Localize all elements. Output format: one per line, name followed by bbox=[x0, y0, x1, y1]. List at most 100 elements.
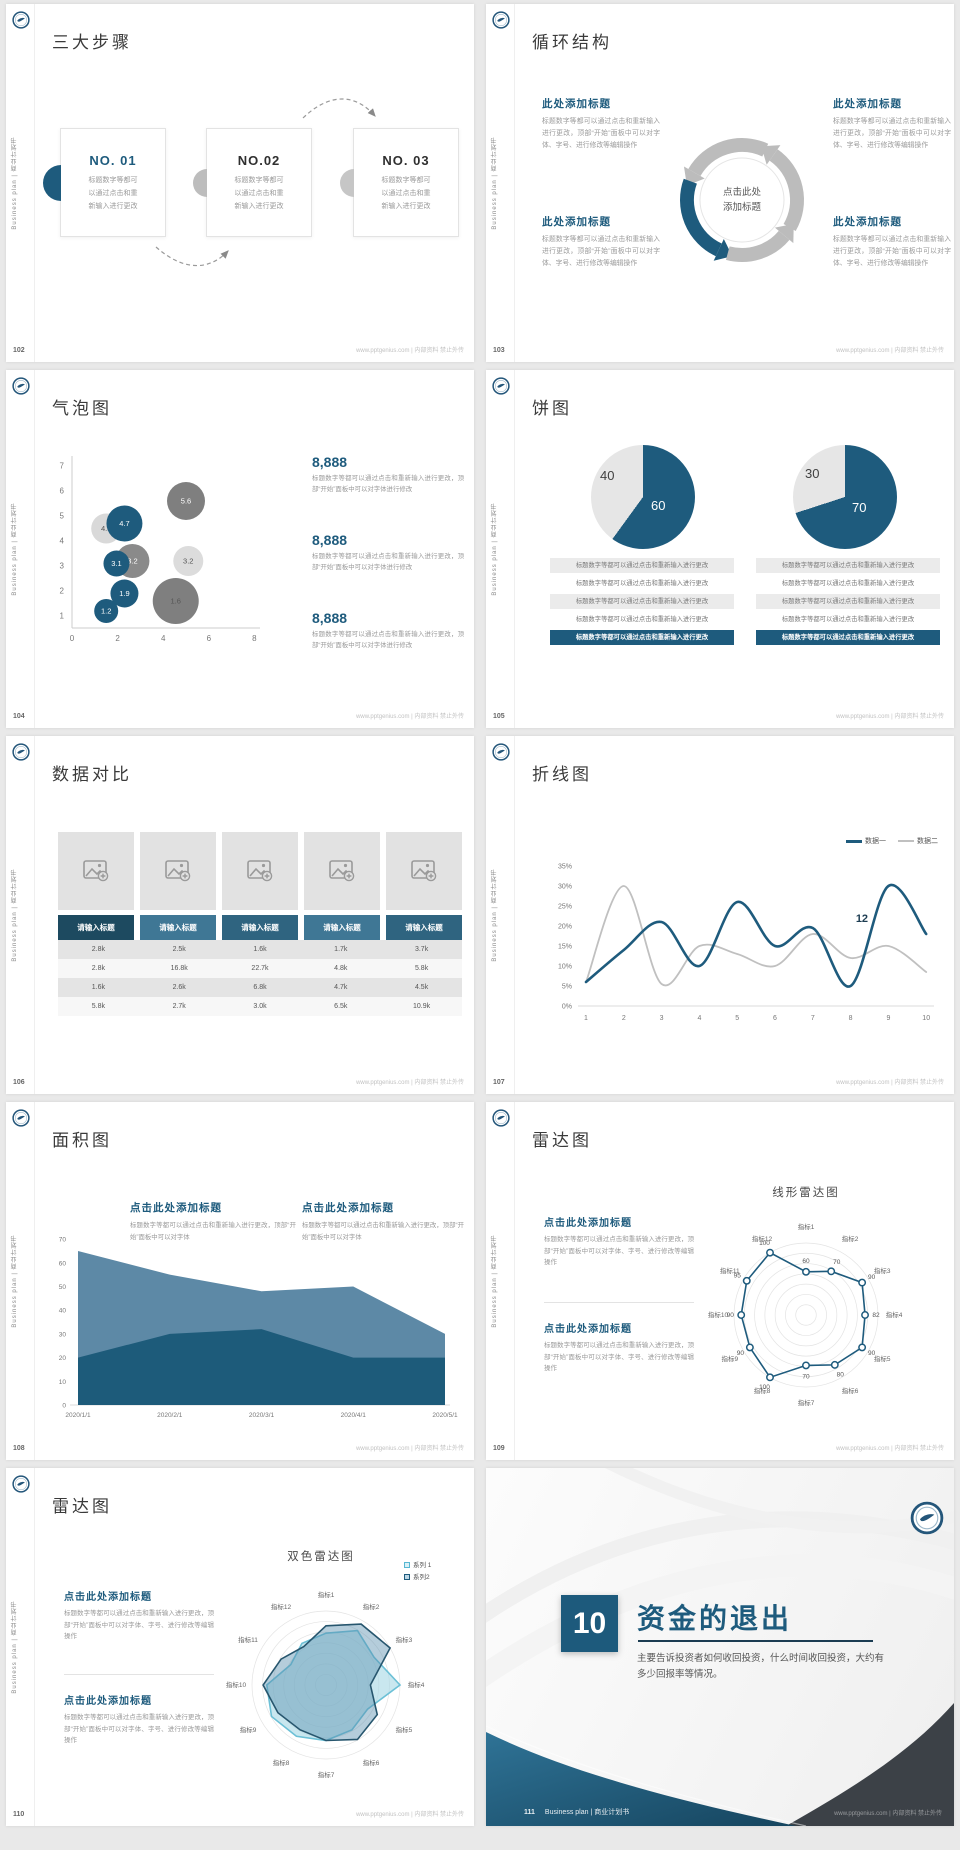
table-cell: 2.7k bbox=[172, 1003, 186, 1010]
slide-title: 循环结构 bbox=[532, 33, 612, 52]
logo-icon bbox=[12, 743, 30, 761]
svg-text:4.5: 4.5 bbox=[101, 524, 111, 533]
svg-text:指标6: 指标6 bbox=[363, 1758, 380, 1767]
block-heading: 此处添加标题 bbox=[542, 216, 611, 228]
table-row: 5.8k 2.7k 3.0k 6.5k 10.9k bbox=[58, 997, 462, 1016]
table-cell: 6.5k bbox=[334, 1003, 348, 1010]
pie-chart-right bbox=[793, 445, 897, 549]
image-placeholder[interactable] bbox=[304, 832, 380, 910]
footer-url: www.pptgenius.com | 内部资料 禁止外传 bbox=[356, 1446, 464, 1452]
slide-109[interactable]: Business plan | 商业计划书 雷达图 线形雷达图 点击此处添加标题… bbox=[486, 1102, 954, 1460]
step-card-2[interactable]: NO.02 标题数字等都可 以通过点击和重 新输入进行更改 bbox=[193, 128, 312, 237]
block-body: 标题数字等都可以通过点击和重新输入进行更改，顶部“开始”面板中可以对字体、字号、… bbox=[542, 118, 660, 150]
slide-105[interactable]: Business plan | 商业计划书 饼图 40 60 30 70 标题数… bbox=[486, 370, 954, 728]
slide-title: 气泡图 bbox=[52, 399, 112, 418]
footer-url: www.pptgenius.com | 内部资料 禁止外传 bbox=[836, 1080, 944, 1086]
svg-text:20%: 20% bbox=[558, 924, 572, 931]
block-heading: 点击此处添加标题 bbox=[64, 1696, 152, 1707]
image-placeholder[interactable] bbox=[222, 832, 298, 910]
svg-text:指标12: 指标12 bbox=[271, 1602, 292, 1611]
slide-title: 面积图 bbox=[52, 1131, 112, 1150]
cycle-center-line: 添加标题 bbox=[722, 201, 761, 213]
pie-row: 标题数字等都可以通过点击和重新输入进行更改 bbox=[550, 594, 734, 609]
half-circle-icon bbox=[340, 168, 354, 197]
page-number: 109 bbox=[493, 1445, 505, 1452]
slide-104[interactable]: Business plan | 商业计划书 气泡图 1 2 3 4 5 6 7 0 2 4 6 8 4.… bbox=[6, 370, 474, 728]
svg-text:1: 1 bbox=[584, 1015, 588, 1022]
step-arrows-icon bbox=[155, 98, 376, 267]
image-placeholder[interactable] bbox=[58, 832, 134, 910]
slide-footer: 111 Business plan | 商业计划书 bbox=[524, 1807, 629, 1817]
svg-text:7: 7 bbox=[811, 1015, 815, 1022]
slide-title: 折线图 bbox=[532, 765, 592, 784]
svg-text:9: 9 bbox=[886, 1015, 890, 1022]
svg-text:3: 3 bbox=[660, 1015, 664, 1022]
stat-block-1: 8,888 标题数字等都可以通过点击和重新输入进行更改，顶部“开始”面板中可以对… bbox=[312, 454, 464, 496]
svg-text:2020/3/1: 2020/3/1 bbox=[249, 1412, 275, 1419]
sidebar-vertical-label: Business plan | 商业计划书 bbox=[12, 1600, 18, 1694]
section-body: 主要告诉投资者如何收回投资，什么时间收回投资，大约有多少回报率等情况。 bbox=[637, 1653, 885, 1681]
radar-block-2: 点击此处添加标题 标题数字等都可以通过点击和重新输入进行更改，顶部“开始”面板中… bbox=[544, 1320, 694, 1375]
table-cell: 16.8k bbox=[170, 965, 188, 972]
add-image-icon bbox=[83, 860, 109, 882]
svg-text:10: 10 bbox=[59, 1379, 67, 1386]
slide-108[interactable]: Business plan | 商业计划书 面积图 点击此处添加标题 标题数字等… bbox=[6, 1102, 474, 1460]
svg-text:6: 6 bbox=[773, 1015, 777, 1022]
svg-text:5: 5 bbox=[735, 1015, 739, 1022]
page-number: 111 bbox=[524, 1809, 535, 1816]
sidebar-divider bbox=[514, 1102, 515, 1460]
block-body: 标题数字等都可以通过点击和重新输入进行更改，顶部“开始”面板中可以对字体 bbox=[302, 1222, 464, 1241]
slide-111[interactable]: 10 资金的退出 主要告诉投资者如何收回投资，什么时间收回投资，大约有多少回报率… bbox=[486, 1468, 954, 1826]
page-number: 105 bbox=[493, 713, 505, 720]
table-cell: 4.7k bbox=[334, 984, 348, 991]
page-number: 110 bbox=[13, 1811, 25, 1818]
slide-102[interactable]: Business plan | 商业计划书 三大步骤 NO. 01 标题数字等都… bbox=[6, 4, 474, 362]
page-number: 103 bbox=[493, 347, 505, 354]
slide-106[interactable]: Business plan | 商业计划书 数据对比 请输入标题 请输入标题 请… bbox=[6, 736, 474, 1094]
svg-text:8: 8 bbox=[252, 634, 257, 643]
step-number: NO. 03 bbox=[382, 153, 430, 168]
image-placeholder[interactable] bbox=[140, 832, 216, 910]
svg-text:4: 4 bbox=[161, 634, 166, 643]
cycle-block-2: 此处添加标题 标题数字等都可以通过点击和重新输入进行更改，顶部“开始”面板中可以… bbox=[542, 214, 660, 271]
legend-label: 数据二 bbox=[917, 838, 938, 845]
series1-swatch-icon bbox=[404, 1562, 410, 1569]
svg-text:5%: 5% bbox=[562, 984, 572, 991]
section-title: 资金的退出 bbox=[637, 1603, 793, 1634]
sidebar-divider bbox=[34, 370, 35, 728]
slide-103[interactable]: Business plan | 商业计划书 循环结构 此处添加标题 标题数字等都… bbox=[486, 4, 954, 362]
legend-item: 数据二 bbox=[898, 836, 938, 846]
pie-row: 标题数字等都可以通过点击和重新输入进行更改 bbox=[756, 558, 940, 573]
stat-block-3: 8,888 标题数字等都可以通过点击和重新输入进行更改，顶部“开始”面板中可以对… bbox=[312, 610, 464, 652]
divider bbox=[544, 1302, 694, 1303]
svg-text:2020/5/1: 2020/5/1 bbox=[432, 1412, 458, 1419]
svg-text:4: 4 bbox=[697, 1015, 701, 1022]
slide-107[interactable]: Business plan | 商业计划书 折线图 数据一 数据二 0% 5% 10… bbox=[486, 736, 954, 1094]
block-heading: 此处添加标题 bbox=[833, 98, 902, 110]
table-cell: 5.8k bbox=[91, 1003, 106, 1010]
radar-block-1: 点击此处添加标题 标题数字等都可以通过点击和重新输入进行更改，顶部“开始”面板中… bbox=[544, 1214, 694, 1269]
stat-value: 8,888 bbox=[312, 454, 348, 470]
svg-text:1.9: 1.9 bbox=[119, 589, 129, 598]
sidebar-vertical-label: Business plan | 商业计划书 bbox=[492, 136, 498, 230]
svg-text:指标9: 指标9 bbox=[721, 1354, 738, 1363]
stat-value: 8,888 bbox=[312, 610, 348, 626]
table-cell: 1.6k bbox=[253, 946, 267, 953]
svg-text:指标10: 指标10 bbox=[708, 1310, 729, 1319]
sidebar-vertical-label: Business plan | 商业计划书 bbox=[12, 868, 18, 962]
image-placeholder[interactable] bbox=[386, 832, 462, 910]
step-card-3[interactable]: NO. 03 标题数字等都可 以通过点击和重 新输入进行更改 bbox=[340, 128, 459, 237]
cycle-block-3: 此处添加标题 标题数字等都可以通过点击和重新输入进行更改，顶部“开始”面板中可以… bbox=[833, 96, 951, 153]
table-cell: 6.8k bbox=[253, 984, 267, 991]
table-row: 2.8k 16.8k 22.7k 4.8k 5.8k bbox=[58, 959, 462, 978]
radar-block-1: 点击此处添加标题 标题数字等都可以通过点击和重新输入进行更改，顶部“开始”面板中… bbox=[64, 1588, 214, 1643]
logo-icon bbox=[492, 743, 510, 761]
slide-110[interactable]: Business plan | 商业计划书 雷达图 双色雷达图 系列 1 系列2… bbox=[6, 1468, 474, 1826]
table-cell: 3.0k bbox=[253, 1003, 267, 1010]
sidebar-divider bbox=[514, 736, 515, 1094]
pie-row: 标题数字等都可以通过点击和重新输入进行更改 bbox=[575, 580, 709, 587]
step-card-1[interactable]: NO. 01 标题数字等都可 以通过点击和重 新输入进行更改 bbox=[43, 128, 166, 237]
table-row: 2.8k 2.5k 1.6k 1.7k 3.7k bbox=[58, 940, 462, 959]
svg-text:4: 4 bbox=[60, 537, 65, 546]
block-body: 标题数字等都可以通过点击和重新输入进行更改，顶部“开始”面板中可以对字体、字号、… bbox=[544, 1342, 694, 1373]
